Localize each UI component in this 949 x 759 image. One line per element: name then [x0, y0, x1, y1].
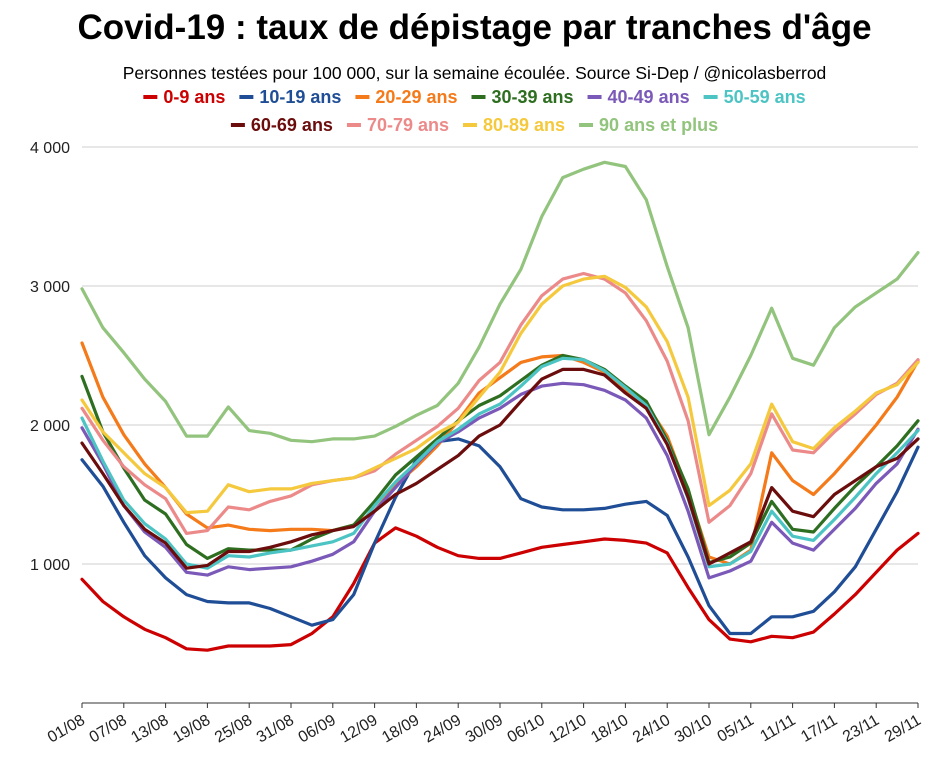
series-line-40-49-ans	[80, 381, 920, 580]
series-line-90-ans-et-plus	[80, 160, 920, 444]
x-tick-label: 18/09	[379, 712, 422, 747]
legend-label: 10-19 ans	[259, 87, 341, 107]
chart-legend: 0-9 ans 10-19 ans 20-29 ans 30-39 ans 40-49 …	[143, 87, 806, 135]
x-tick-label: 23/11	[840, 712, 882, 746]
y-tick-label: 4 000	[30, 140, 70, 157]
x-tick-label: 05/11	[715, 712, 757, 746]
x-tick-label: 29/11	[882, 712, 924, 746]
x-tick-label: 24/09	[421, 712, 464, 747]
legend-item: 10-19 ans	[239, 87, 341, 107]
y-tick-label: 2 000	[30, 418, 70, 435]
legend-label: 0-9 ans	[163, 87, 225, 107]
series-line-80-89-ans	[80, 274, 920, 515]
chart-title: Covid-19 : taux de dépistage par tranche…	[77, 8, 872, 47]
y-axis-ticks: 1 000 2 000 3 000 4 000	[30, 140, 70, 574]
legend-item: 20-29 ans	[355, 87, 457, 107]
series-line-20-29-ans	[80, 341, 920, 566]
legend-label: 70-79 ans	[367, 115, 449, 135]
series-line-10-19-ans	[80, 437, 920, 636]
legend-label: 20-29 ans	[375, 87, 457, 107]
x-tick-label: 25/08	[212, 712, 255, 747]
chart-subtitle: Personnes testées pour 100 000, sur la s…	[122, 63, 827, 83]
x-tick-label: 11/11	[757, 712, 798, 746]
y-tick-label: 3 000	[30, 279, 70, 296]
legend-item: 60-69 ans	[230, 115, 333, 135]
x-tick-label: 06/09	[296, 712, 339, 747]
y-tick-label: 1 000	[30, 557, 70, 574]
x-tick-label: 01/08	[45, 712, 88, 747]
x-tick-label: 17/11	[798, 712, 840, 746]
series-line-0-9-ans	[80, 526, 920, 652]
legend-item: 0-9 ans	[143, 87, 225, 107]
x-tick-label: 12/10	[546, 712, 589, 747]
legend-item: 70-79 ans	[346, 115, 449, 135]
x-tick-label: 30/09	[463, 712, 506, 747]
legend-label: 80-89 ans	[483, 115, 565, 135]
x-tick-label: 12/09	[337, 712, 380, 747]
legend-label: 50-59 ans	[724, 87, 806, 107]
x-tick-label: 30/10	[672, 712, 715, 747]
x-tick-label: 24/10	[630, 712, 673, 747]
legend-item: 50-59 ans	[703, 87, 806, 107]
x-tick-label: 31/08	[254, 712, 297, 747]
series-line-60-69-ans	[80, 367, 920, 570]
legend-item: 40-49 ans	[587, 87, 690, 107]
legend-label: 40-49 ans	[608, 87, 690, 107]
legend-item: 80-89 ans	[463, 115, 565, 135]
x-tick-label: 19/08	[170, 712, 213, 747]
series-line-70-79-ans	[80, 271, 920, 535]
x-tick-label: 07/08	[87, 712, 130, 747]
y-gridlines	[81, 146, 919, 708]
series-line-30-39-ans	[80, 353, 920, 565]
x-axis-ticks: 01/0807/0813/0819/0825/0831/0806/0912/09…	[45, 712, 924, 747]
legend-item: 90 ans et plus	[579, 115, 718, 135]
legend-label: 60-69 ans	[251, 115, 333, 135]
x-tick-label: 13/08	[128, 712, 171, 747]
series-line-50-59-ans	[80, 356, 920, 570]
x-tick-label: 06/10	[505, 712, 548, 747]
legend-label: 30-39 ans	[491, 87, 573, 107]
x-tick-label: 18/10	[588, 712, 631, 747]
legend-label: 90 ans et plus	[599, 115, 718, 135]
series-lines	[80, 160, 920, 652]
legend-item: 30-39 ans	[471, 87, 574, 107]
